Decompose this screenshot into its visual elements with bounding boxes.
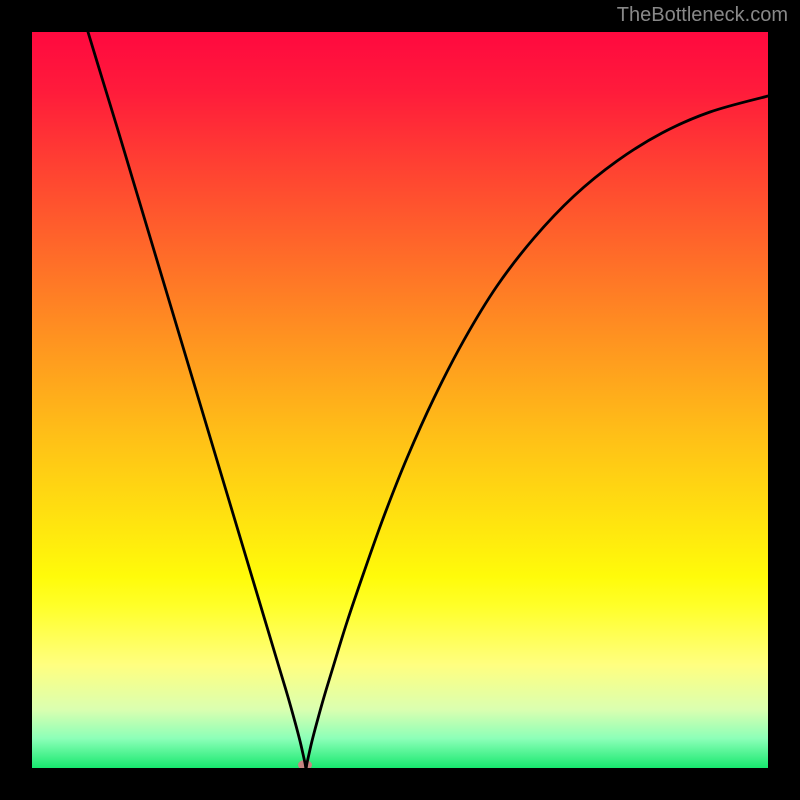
curve-path bbox=[88, 32, 768, 768]
watermark-text: TheBottleneck.com bbox=[617, 4, 788, 27]
plot-area bbox=[32, 32, 768, 768]
bottleneck-curve bbox=[32, 32, 768, 768]
